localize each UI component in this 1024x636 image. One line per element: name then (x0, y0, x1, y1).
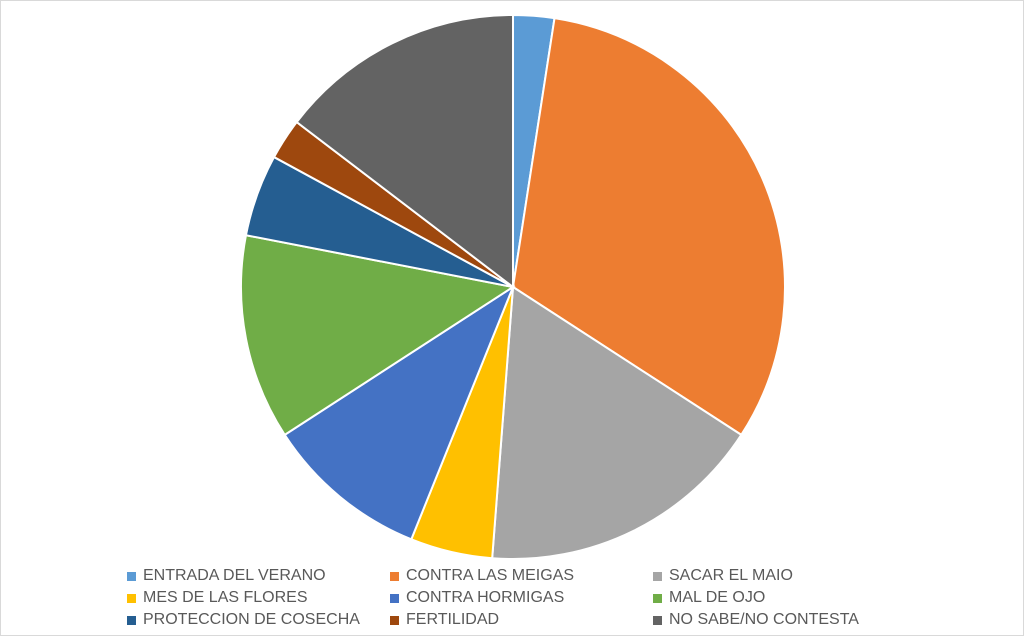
legend-item: MES DE LAS FLORES (127, 588, 390, 608)
pie-slice-contra-hormigas (283, 284, 516, 541)
pie-slice-sacar-el-maio (491, 285, 743, 560)
legend-label: CONTRA LAS MEIGAS (406, 567, 575, 584)
legend-item: PROTECCION DE COSECHA (127, 610, 390, 630)
legend-label: PROTECCION DE COSECHA (143, 611, 360, 628)
legend-item: ENTRADA DEL VERANO (127, 566, 390, 586)
legend-label: MES DE LAS FLORES (143, 589, 308, 606)
legend-item: FERTILIDAD (390, 610, 653, 630)
legend-item: MAL DE OJO (653, 588, 907, 608)
legend-swatch (127, 571, 136, 581)
legend-swatch (653, 593, 662, 603)
legend-swatch (653, 615, 662, 625)
pie-slice-no-sabe-no-contesta (295, 13, 514, 290)
pie-chart (240, 13, 786, 560)
pie-slice-mal-de-ojo (240, 234, 516, 437)
legend: ENTRADA DEL VERANO CONTRA LAS MEIGAS SACAR… (127, 566, 907, 630)
legend-label: ENTRADA DEL VERANO (143, 567, 326, 584)
legend-swatch (653, 571, 662, 581)
legend-item: NO SABE/NO CONTESTA (653, 610, 907, 630)
legend-swatch (127, 615, 136, 625)
legend-label: SACAR EL MAIO (669, 567, 793, 584)
legend-swatch (127, 593, 136, 603)
legend-swatch (390, 571, 399, 581)
legend-item: SACAR EL MAIO (653, 566, 907, 586)
legend-label: MAL DE OJO (669, 589, 766, 606)
legend-item: CONTRA LAS MEIGAS (390, 566, 653, 586)
legend-item: CONTRA HORMIGAS (390, 588, 653, 608)
legend-label: CONTRA HORMIGAS (406, 589, 565, 606)
legend-label: FERTILIDAD (406, 611, 500, 628)
legend-swatch (390, 593, 399, 603)
legend-label: NO SABE/NO CONTESTA (669, 611, 859, 628)
legend-swatch (390, 615, 399, 625)
